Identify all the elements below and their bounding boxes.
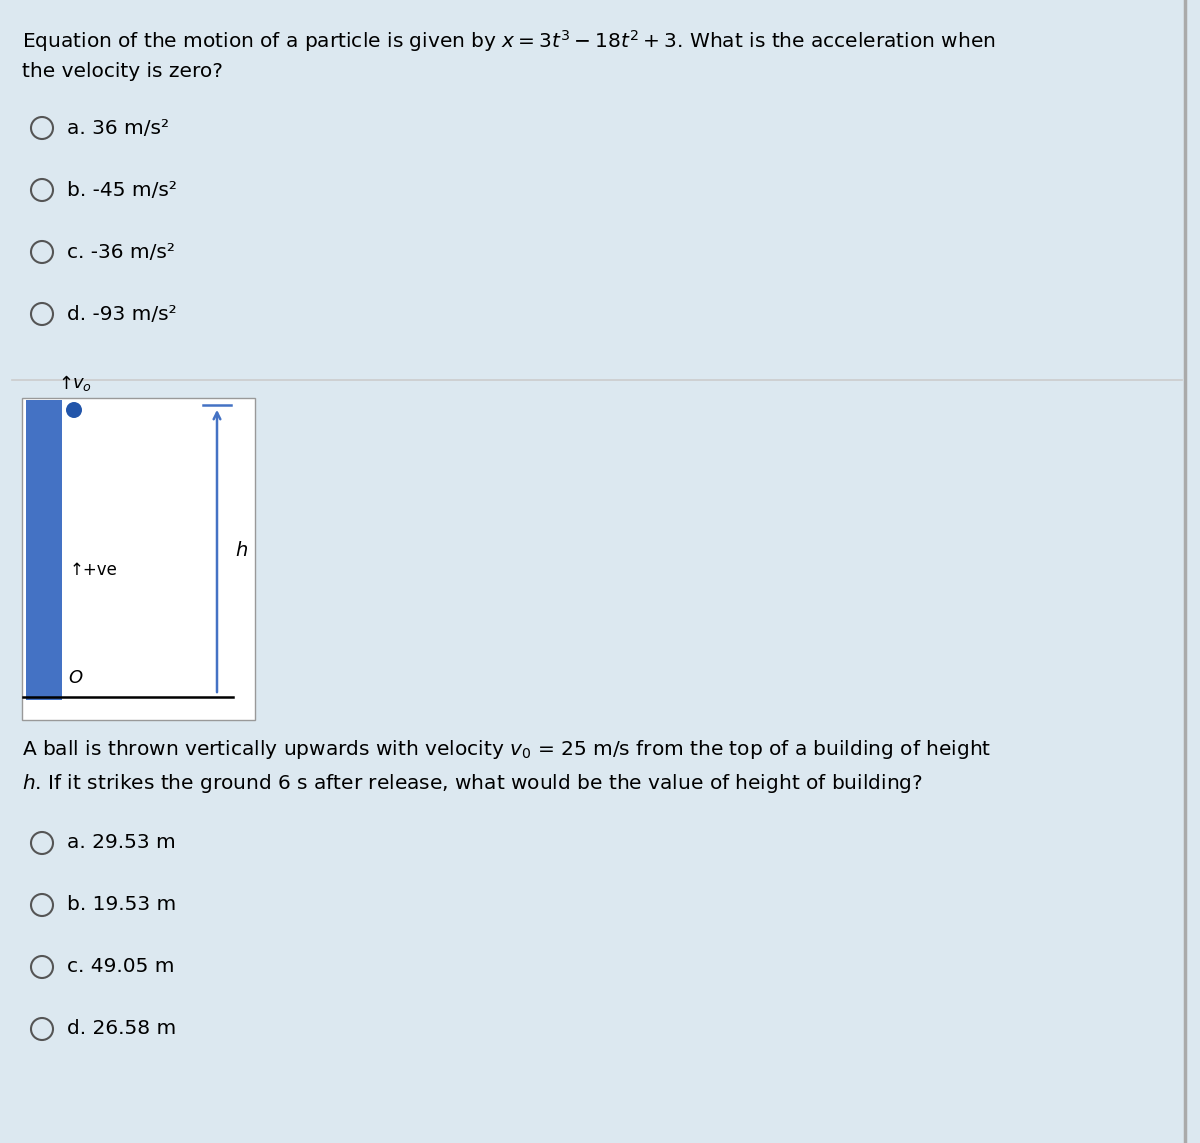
Text: d. -93 m/s²: d. -93 m/s² [67,304,176,323]
Text: $h$: $h$ [235,542,248,560]
Text: ↑: ↑ [58,375,73,393]
FancyBboxPatch shape [22,398,256,720]
Circle shape [66,402,82,418]
Text: $v_o$: $v_o$ [72,375,91,393]
Text: O: O [68,669,82,687]
Text: d. 26.58 m: d. 26.58 m [67,1020,176,1039]
Text: b. -45 m/s²: b. -45 m/s² [67,181,176,200]
Text: the velocity is zero?: the velocity is zero? [22,62,223,81]
Text: Equation of the motion of a particle is given by $x = 3t^3 - 18t^2 + 3$. What is: Equation of the motion of a particle is … [22,27,996,54]
Text: $h$. If it strikes the ground 6 s after release, what would be the value of heig: $h$. If it strikes the ground 6 s after … [22,772,923,796]
Text: A ball is thrown vertically upwards with velocity $v_0$ = 25 m/s from the top of: A ball is thrown vertically upwards with… [22,738,991,761]
Text: b. 19.53 m: b. 19.53 m [67,895,176,914]
Text: a. 36 m/s²: a. 36 m/s² [67,119,169,137]
Text: c. -36 m/s²: c. -36 m/s² [67,242,175,262]
Text: a. 29.53 m: a. 29.53 m [67,833,175,853]
Text: ↑+ve: ↑+ve [70,561,118,580]
Text: c. 49.05 m: c. 49.05 m [67,958,174,976]
FancyBboxPatch shape [26,400,62,700]
